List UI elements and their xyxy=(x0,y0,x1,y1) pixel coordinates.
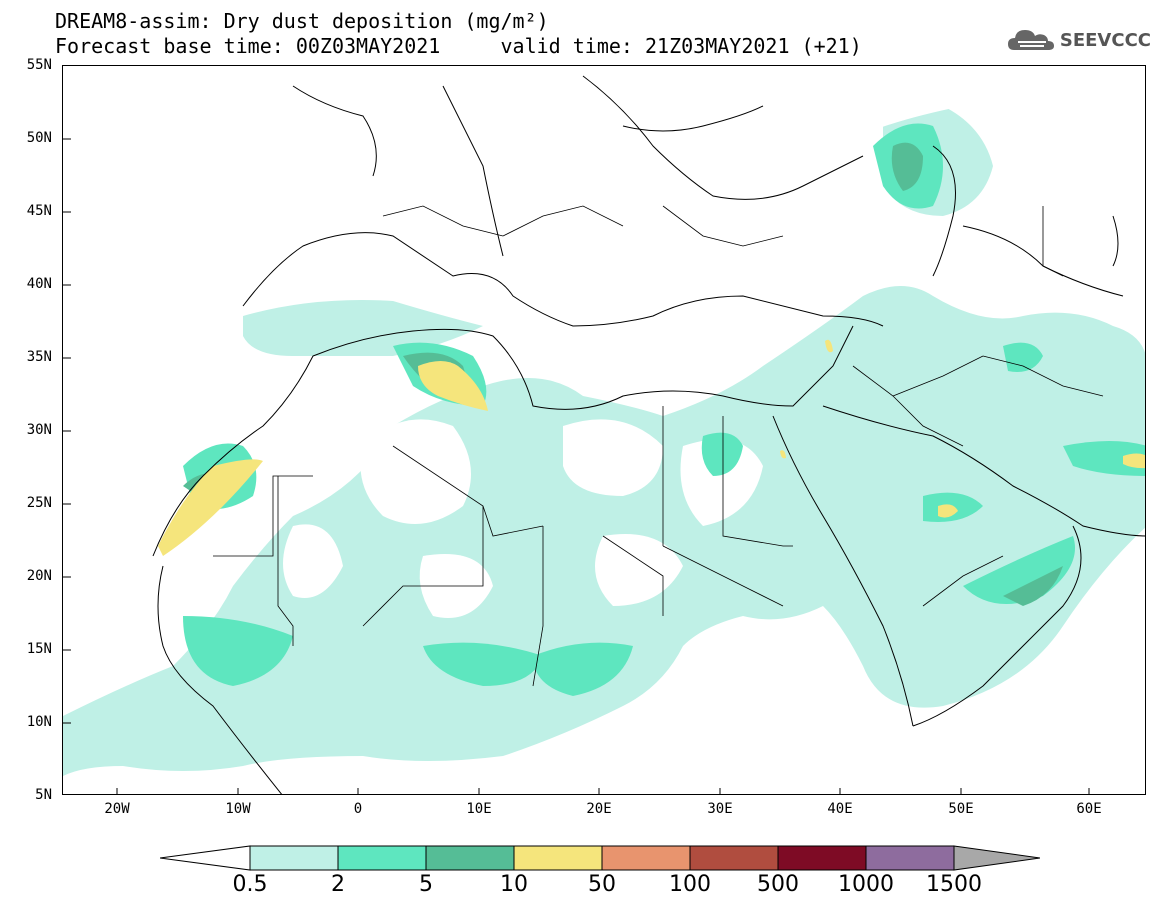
lat-label-55n: 55N xyxy=(26,57,52,73)
lon-label-60e: 60E xyxy=(1076,801,1102,817)
lon-label-20w: 20W xyxy=(104,801,130,817)
cloud-icon xyxy=(1007,30,1054,50)
legend-label-100: 100 xyxy=(669,872,711,897)
axis-ticks xyxy=(63,138,1090,794)
colorbar xyxy=(160,845,1040,871)
colorbar-min-arrow xyxy=(160,845,251,871)
lat-label-35n: 35N xyxy=(26,349,52,365)
legend-label-500: 500 xyxy=(757,872,799,897)
map-canvas xyxy=(63,66,1145,794)
lat-label-25n: 25N xyxy=(26,495,52,511)
colorbar-segment-4 xyxy=(513,845,603,871)
logo-text: SEEVCCC xyxy=(1059,29,1151,51)
legend-label-50: 50 xyxy=(588,872,616,897)
colorbar-segment-5 xyxy=(601,845,691,871)
deposition-level-10 xyxy=(158,339,1145,556)
lon-label-10w: 10W xyxy=(225,801,251,817)
lon-label-10e: 10E xyxy=(466,801,492,817)
map-title: DREAM8-assim: Dry dust deposition (mg/m²… xyxy=(55,9,549,33)
colorbar-segment-1 xyxy=(249,845,339,871)
colorbar-segment-7 xyxy=(777,845,867,871)
colorbar-max-arrow xyxy=(953,845,1040,871)
colorbar-segment-2 xyxy=(337,845,427,871)
lon-label-20e: 20E xyxy=(586,801,612,817)
lat-label-15n: 15N xyxy=(26,641,52,657)
legend-label-1500: 1500 xyxy=(926,872,982,897)
colorbar-segment-3 xyxy=(425,845,515,871)
lat-label-20n: 20N xyxy=(26,568,52,584)
legend-label-10: 10 xyxy=(500,872,528,897)
lon-label-30e: 30E xyxy=(707,801,733,817)
legend-label-0-5: 0.5 xyxy=(232,872,268,897)
lat-label-50n: 50N xyxy=(26,130,52,146)
lon-label-40e: 40E xyxy=(827,801,853,817)
lon-label-50e: 50E xyxy=(948,801,974,817)
country-borders xyxy=(213,205,1104,687)
lat-label-30n: 30N xyxy=(26,422,52,438)
legend-label-2: 2 xyxy=(331,872,345,897)
deposition-clear-areas xyxy=(63,66,1145,626)
legend-label-1000: 1000 xyxy=(838,872,894,897)
colorbar-segment-8 xyxy=(865,845,955,871)
legend-label-5: 5 xyxy=(419,872,433,897)
lat-label-10n: 10N xyxy=(26,714,52,730)
forecast-time-line: Forecast base time: 00Z03MAY2021 valid t… xyxy=(55,34,862,58)
lon-label-0: 0 xyxy=(353,801,363,817)
lat-label-45n: 45N xyxy=(26,203,52,219)
dust-deposition-map[interactable] xyxy=(62,65,1146,795)
colorbar-segment-6 xyxy=(689,845,779,871)
lat-label-40n: 40N xyxy=(26,276,52,292)
lat-label-5n: 5N xyxy=(35,787,52,803)
seevccc-logo: SEEVCCC xyxy=(1006,26,1151,54)
